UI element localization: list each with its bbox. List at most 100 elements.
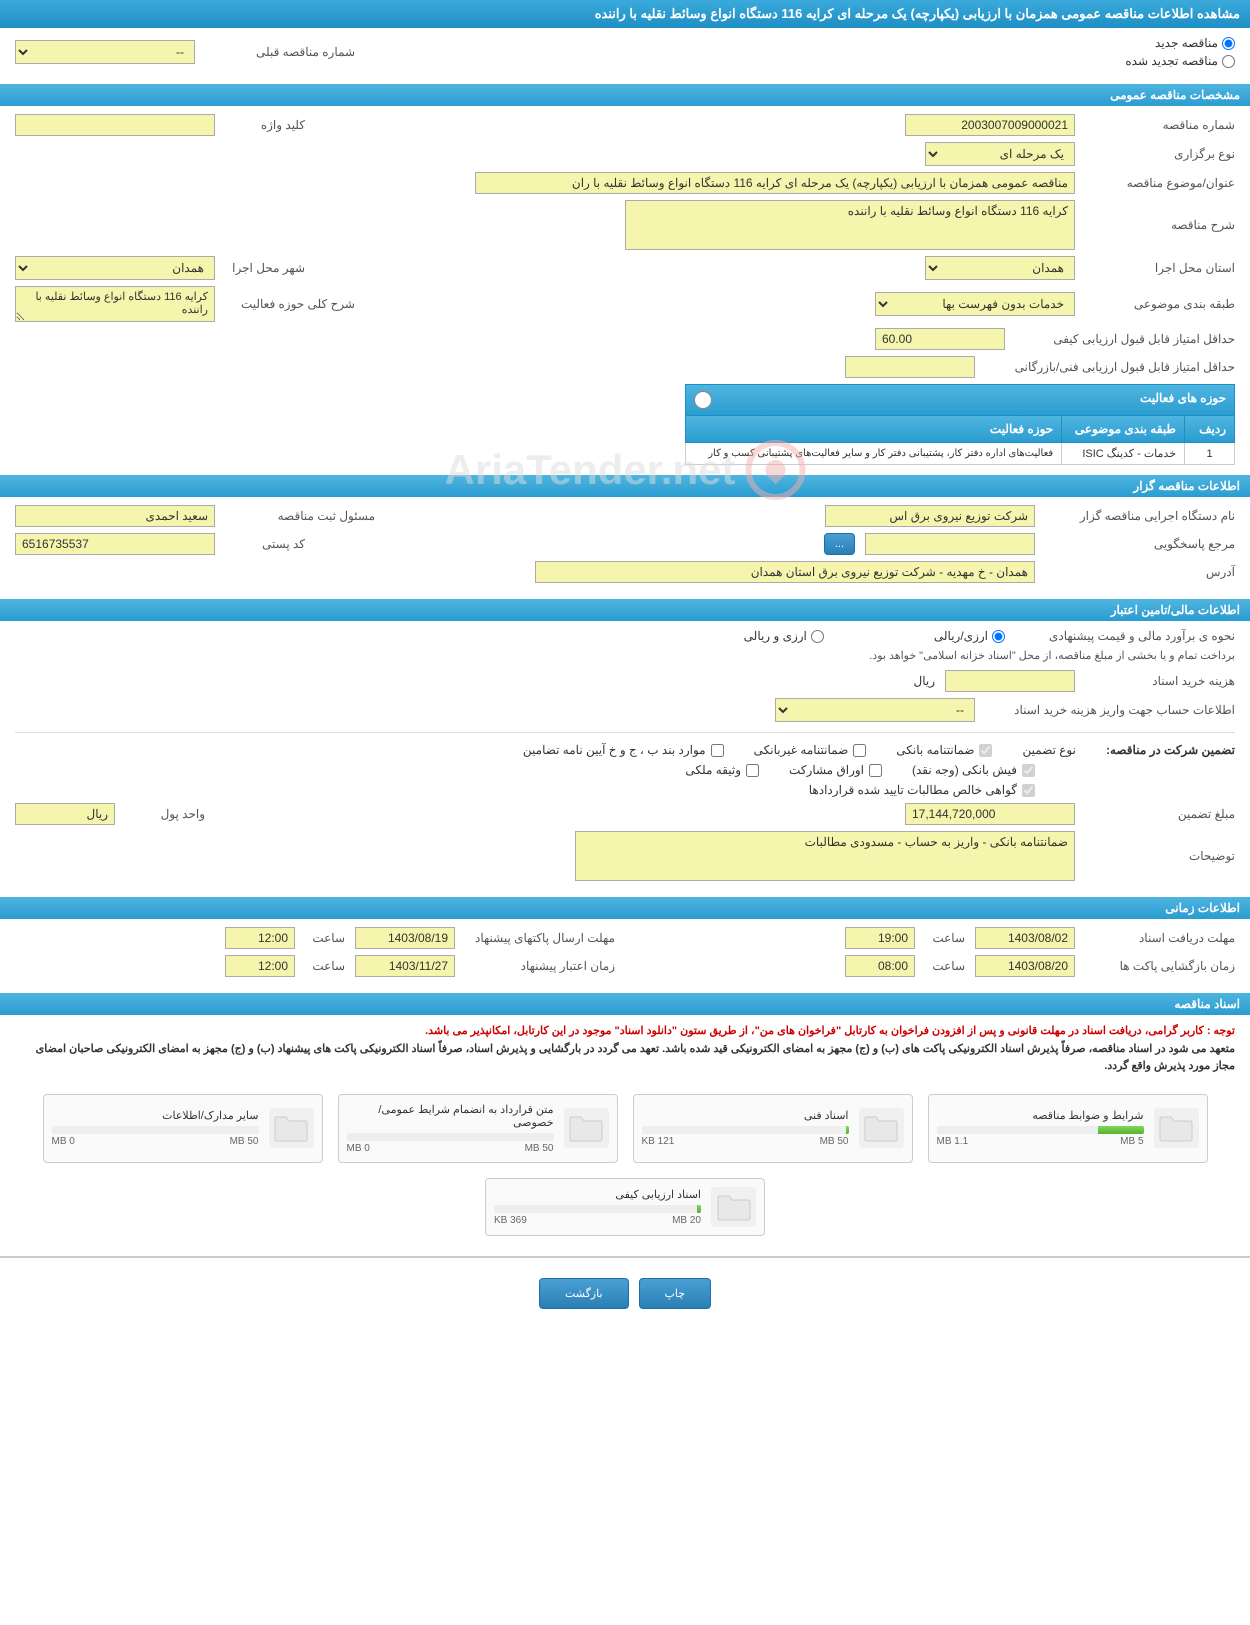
- validity-date[interactable]: [355, 955, 455, 977]
- time-section: مهلت دریافت اسناد ساعت مهلت ارسال پاکتها…: [0, 919, 1250, 991]
- doc-card[interactable]: متن قرارداد به انضمام شرایط عمومی/خصوصی …: [338, 1094, 618, 1163]
- new-tender-radio-input[interactable]: [1222, 37, 1235, 50]
- docs-grid: شرایط و ضوابط مناقصه 5 MB1.1 MB اسناد فن…: [0, 1094, 1250, 1236]
- amount-input[interactable]: [905, 803, 1075, 825]
- agency-input[interactable]: [825, 505, 1035, 527]
- currency-label: واحد پول: [125, 807, 205, 821]
- general-section: شماره مناقصه کلید واژه نوع برگزاری یک مر…: [0, 106, 1250, 473]
- city-select[interactable]: همدان: [15, 256, 215, 280]
- address-input[interactable]: [535, 561, 1035, 583]
- cash-lbl: فیش بانکی (وجه نقد): [912, 763, 1017, 777]
- contact-lookup-button[interactable]: ...: [824, 533, 855, 555]
- nonbank-checkbox[interactable]: [853, 744, 866, 757]
- send-time[interactable]: [225, 927, 295, 949]
- prev-number-select[interactable]: --: [15, 40, 195, 64]
- securities-check[interactable]: اوراق مشارکت: [789, 763, 882, 777]
- keyword-input[interactable]: [15, 114, 215, 136]
- description-textarea[interactable]: [625, 200, 1075, 250]
- min-tech-label: حداقل امتیاز قابل قبول ارزیابی فنی/بازرگ…: [985, 360, 1235, 374]
- doc-title: سایر مدارک/اطلاعات: [52, 1109, 259, 1122]
- renewed-tender-radio[interactable]: مناقصه تجدید شده: [1125, 54, 1235, 68]
- doc-cost-label: هزینه خرید اسناد: [1085, 674, 1235, 688]
- activity-general-input[interactable]: [15, 286, 215, 322]
- netdemands-check[interactable]: گواهی خالص مطالبات تایید شده قراردادها: [809, 783, 1035, 797]
- postal-input[interactable]: [15, 533, 215, 555]
- doc-max: 50 MB: [525, 1143, 554, 1154]
- province-select[interactable]: همدان: [925, 256, 1075, 280]
- client-section: نام دستگاه اجرایی مناقصه گزار مسئول ثبت …: [0, 497, 1250, 597]
- bank-guarantee-checkbox[interactable]: [979, 744, 992, 757]
- amount-label: مبلغ تضمین: [1085, 807, 1235, 821]
- account-select[interactable]: --: [775, 698, 975, 722]
- notes-textarea[interactable]: [575, 831, 1075, 881]
- top-radio-area: مناقصه جدید مناقصه تجدید شده شماره مناقص…: [0, 28, 1250, 82]
- renewed-tender-label: مناقصه تجدید شده: [1125, 54, 1218, 68]
- section-docs-header: اسناد مناقصه: [0, 993, 1250, 1015]
- collapse-activities-button[interactable]: −: [694, 391, 712, 409]
- doc-card[interactable]: شرایط و ضوابط مناقصه 5 MB1.1 MB: [928, 1094, 1208, 1163]
- doc-cost-input[interactable]: [945, 670, 1075, 692]
- new-tender-label: مناقصه جدید: [1155, 36, 1218, 50]
- subject-class-select[interactable]: خدمات بدون فهرست بها: [875, 292, 1075, 316]
- validity-time[interactable]: [225, 955, 295, 977]
- items-check[interactable]: موارد بند ب ، ج و خ آیین نامه تضامین: [523, 743, 724, 757]
- docs-notice: توجه : کاربر گرامی، دریافت اسناد در مهلت…: [0, 1015, 1250, 1084]
- col-class: طبقه بندی موضوعی: [1062, 416, 1185, 443]
- back-button[interactable]: بازگشت: [539, 1278, 629, 1309]
- securities-checkbox[interactable]: [869, 764, 882, 777]
- section-financial-title: اطلاعات مالی/تامین اعتبار: [1111, 603, 1240, 617]
- responsible-input[interactable]: [15, 505, 215, 527]
- bottom-bar: چاپ بازگشت: [0, 1256, 1250, 1329]
- rial-radio-input[interactable]: [992, 630, 1005, 643]
- responsible-label: مسئول ثبت مناقصه: [225, 509, 375, 523]
- doc-card[interactable]: اسناد فنی 50 MB121 KB: [633, 1094, 913, 1163]
- time-lbl-1: ساعت: [925, 931, 965, 945]
- currency-radio-input[interactable]: [811, 630, 824, 643]
- contact-input[interactable]: [865, 533, 1035, 555]
- bank-guarantee-check[interactable]: ضمانتنامه بانکی: [896, 743, 992, 757]
- title-input[interactable]: [475, 172, 1075, 194]
- send-date[interactable]: [355, 927, 455, 949]
- securities-lbl: اوراق مشارکت: [789, 763, 864, 777]
- property-check[interactable]: وثیقه ملکی: [685, 763, 759, 777]
- renewed-tender-radio-input[interactable]: [1222, 55, 1235, 68]
- opening-time[interactable]: [845, 955, 915, 977]
- tender-number-input[interactable]: [905, 114, 1075, 136]
- rial-radio[interactable]: ارزی/ریالی: [934, 629, 1005, 643]
- property-checkbox[interactable]: [746, 764, 759, 777]
- tender-number-label: شماره مناقصه: [1085, 118, 1235, 132]
- netdemands-checkbox[interactable]: [1022, 784, 1035, 797]
- type-select[interactable]: یک مرحله ای: [925, 142, 1075, 166]
- doc-title: اسناد فنی: [642, 1109, 849, 1122]
- cash-checkbox[interactable]: [1022, 764, 1035, 777]
- contact-label: مرجع پاسخگویی: [1045, 537, 1235, 551]
- doc-max: 50 MB: [230, 1136, 259, 1147]
- time-lbl-4: ساعت: [305, 959, 345, 973]
- print-button[interactable]: چاپ: [639, 1278, 712, 1309]
- table-row: 1خدمات - کدینگ ISICفعالیت‌های اداره دفتر…: [686, 443, 1235, 465]
- doc-card[interactable]: سایر مدارک/اطلاعات 50 MB0 MB: [43, 1094, 323, 1163]
- doc-card[interactable]: اسناد ارزیابی کیفی 20 MB369 KB: [485, 1178, 765, 1236]
- section-financial-header: اطلاعات مالی/تامین اعتبار: [0, 599, 1250, 621]
- keyword-label: کلید واژه: [225, 118, 305, 132]
- doc-max: 20 MB: [672, 1215, 701, 1226]
- cash-check[interactable]: فیش بانکی (وجه نقد): [912, 763, 1035, 777]
- col-area: حوزه فعالیت: [686, 416, 1062, 443]
- account-label: اطلاعات حساب جهت واریز هزینه خرید اسناد: [985, 703, 1235, 717]
- currency-radio[interactable]: ارزی و ریالی: [744, 629, 824, 643]
- nonbank-check[interactable]: ضمانتنامه غیربانکی: [754, 743, 867, 757]
- min-tech-input[interactable]: [845, 356, 975, 378]
- type-label: نوع برگزاری: [1085, 147, 1235, 161]
- new-tender-radio[interactable]: مناقصه جدید: [1125, 36, 1235, 50]
- doc-used: 121 KB: [642, 1136, 675, 1147]
- guarantee-type-label: نوع تضمین: [1022, 743, 1075, 757]
- opening-date[interactable]: [975, 955, 1075, 977]
- receive-date[interactable]: [975, 927, 1075, 949]
- currency-radio-label: ارزی و ریالی: [744, 629, 807, 643]
- receive-time[interactable]: [845, 927, 915, 949]
- section-client-title: اطلاعات مناقصه گزار: [1133, 479, 1240, 493]
- min-quality-input[interactable]: [875, 328, 1005, 350]
- section-time-title: اطلاعات زمانی: [1165, 901, 1240, 915]
- items-checkbox[interactable]: [711, 744, 724, 757]
- currency-input[interactable]: [15, 803, 115, 825]
